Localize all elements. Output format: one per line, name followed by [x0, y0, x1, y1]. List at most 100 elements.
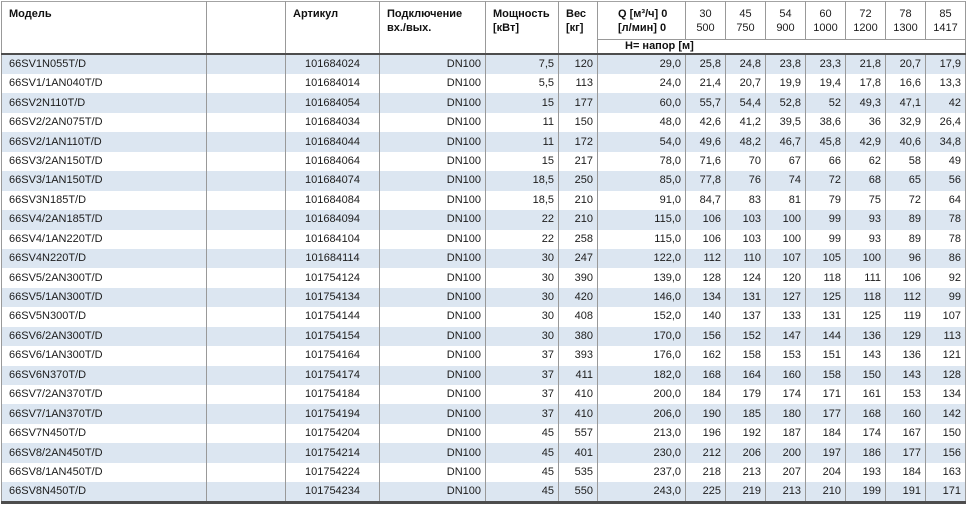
cell-head-q6: 40,6 — [885, 132, 926, 152]
table-row: 66SV7/1AN370T/D 101754194 DN100 37 410 206,0 1… — [1, 404, 966, 424]
cell-head-q3: 46,7 — [765, 132, 806, 152]
col-header-flow-85: 85 1417 — [925, 1, 966, 40]
table-body: 66SV1N055T/D 101684024 DN100 7,5 120 29,0 25,8… — [1, 54, 966, 503]
cell-head-q6: 58 — [885, 151, 926, 172]
cell-head-q5: 42,9 — [845, 132, 886, 152]
cell-head-q6: 136 — [885, 346, 926, 366]
cell-head-q0: 146,0 — [597, 287, 686, 308]
cell-head-q6: 160 — [885, 404, 926, 424]
cell-head-q1: 25,8 — [685, 54, 726, 74]
cell-weight-kg: 393 — [558, 346, 598, 366]
cell-weight-kg: 217 — [558, 151, 598, 172]
cell-spacer — [206, 248, 286, 269]
cell-connection: DN100 — [379, 132, 486, 152]
col-header-connection-line1: Подключение — [387, 8, 463, 20]
col-header-flow-30: 30 500 — [685, 1, 726, 40]
flow-m3h: 54 — [779, 8, 792, 20]
cell-head-q2: 41,2 — [725, 112, 766, 133]
cell-head-q4: 177 — [805, 404, 846, 424]
cell-head-q7: 171 — [925, 482, 966, 503]
cell-head-q7: 99 — [925, 287, 966, 308]
cell-head-q6: 89 — [885, 229, 926, 249]
cell-model: 66SV8/1AN450T/D — [1, 462, 207, 483]
cell-head-q2: 185 — [725, 404, 766, 424]
cell-article: 101684104 — [285, 229, 380, 249]
table-row: 66SV3N185T/D 101684084 DN100 18,5 210 91,0 84,… — [1, 190, 966, 211]
cell-head-q2: 48,2 — [725, 132, 766, 152]
cell-connection: DN100 — [379, 287, 486, 308]
cell-article: 101684014 — [285, 74, 380, 94]
cell-spacer — [206, 287, 286, 308]
cell-head-q2: 83 — [725, 190, 766, 211]
cell-spacer — [206, 229, 286, 249]
table-row: 66SV4/1AN220T/D 101684104 DN100 22 258 115,0 1… — [1, 229, 966, 249]
cell-head-q3: 200 — [765, 443, 806, 463]
col-header-power-line1: Мощность — [493, 8, 550, 20]
cell-head-q2: 103 — [725, 210, 766, 230]
cell-head-q6: 112 — [885, 287, 926, 308]
cell-head-q1: 218 — [685, 462, 726, 483]
pump-spec-table: Модель Артикул Подключение вх./вых. Мощн… — [1, 1, 966, 505]
cell-head-q4: 79 — [805, 190, 846, 211]
cell-head-q7: 92 — [925, 268, 966, 288]
cell-head-q0: 54,0 — [597, 132, 686, 152]
cell-head-q7: 128 — [925, 365, 966, 385]
cell-article: 101754164 — [285, 346, 380, 366]
table-row: 66SV4/2AN185T/D 101684094 DN100 22 210 115,0 1… — [1, 210, 966, 230]
cell-head-q5: 136 — [845, 326, 886, 347]
cell-head-q7: 42 — [925, 93, 966, 113]
cell-head-q4: 131 — [805, 307, 846, 327]
table-row: 66SV5/2AN300T/D 101754124 DN100 30 390 139,0 1… — [1, 268, 966, 288]
cell-connection: DN100 — [379, 210, 486, 230]
cell-head-q4: 45,8 — [805, 132, 846, 152]
table-row: 66SV1/1AN040T/D 101684014 DN100 5,5 113 24,0 2… — [1, 74, 966, 94]
cell-power-kw: 37 — [485, 365, 559, 385]
cell-power-kw: 45 — [485, 482, 559, 503]
cell-head-q2: 164 — [725, 365, 766, 385]
cell-spacer — [206, 346, 286, 366]
cell-power-kw: 45 — [485, 462, 559, 483]
cell-article: 101684034 — [285, 112, 380, 133]
cell-head-q2: 152 — [725, 326, 766, 347]
cell-head-q0: 115,0 — [597, 210, 686, 230]
cell-weight-kg: 390 — [558, 268, 598, 288]
cell-head-q4: 151 — [805, 346, 846, 366]
cell-connection: DN100 — [379, 171, 486, 191]
cell-head-q7: 156 — [925, 443, 966, 463]
table-row: 66SV7N450T/D 101754204 DN100 45 557 213,0 196 1… — [1, 423, 966, 444]
cell-head-q1: 134 — [685, 287, 726, 308]
subheader-head-label: H= напор [м] — [597, 39, 966, 55]
cell-head-q7: 142 — [925, 404, 966, 424]
cell-connection: DN100 — [379, 248, 486, 269]
cell-connection: DN100 — [379, 229, 486, 249]
cell-connection: DN100 — [379, 307, 486, 327]
cell-power-kw: 5,5 — [485, 74, 559, 94]
cell-head-q2: 20,7 — [725, 74, 766, 94]
cell-article: 101684054 — [285, 93, 380, 113]
flow-m3h: 78 — [899, 8, 912, 20]
cell-head-q4: 210 — [805, 482, 846, 503]
flow-m3h: 85 — [939, 8, 952, 20]
flow-lmin: 500 — [696, 22, 715, 34]
cell-article: 101754144 — [285, 307, 380, 327]
cell-head-q5: 168 — [845, 404, 886, 424]
cell-head-q1: 184 — [685, 385, 726, 405]
cell-head-q6: 65 — [885, 171, 926, 191]
cell-head-q1: 71,6 — [685, 151, 726, 172]
cell-weight-kg: 411 — [558, 365, 598, 385]
cell-head-q3: 107 — [765, 248, 806, 269]
cell-head-q5: 199 — [845, 482, 886, 503]
cell-head-q1: 156 — [685, 326, 726, 347]
cell-model: 66SV7/1AN370T/D — [1, 404, 207, 424]
cell-article: 101754124 — [285, 268, 380, 288]
cell-head-q7: 56 — [925, 171, 966, 191]
table-row: 66SV2/1AN110T/D 101684044 DN100 11 172 54,0 49… — [1, 132, 966, 152]
cell-head-q4: 52 — [805, 93, 846, 113]
cell-head-q5: 150 — [845, 365, 886, 385]
cell-head-q4: 105 — [805, 248, 846, 269]
cell-head-q3: 23,8 — [765, 54, 806, 74]
cell-head-q6: 177 — [885, 443, 926, 463]
cell-head-q6: 16,6 — [885, 74, 926, 94]
cell-head-q3: 127 — [765, 287, 806, 308]
cell-head-q7: 163 — [925, 462, 966, 483]
